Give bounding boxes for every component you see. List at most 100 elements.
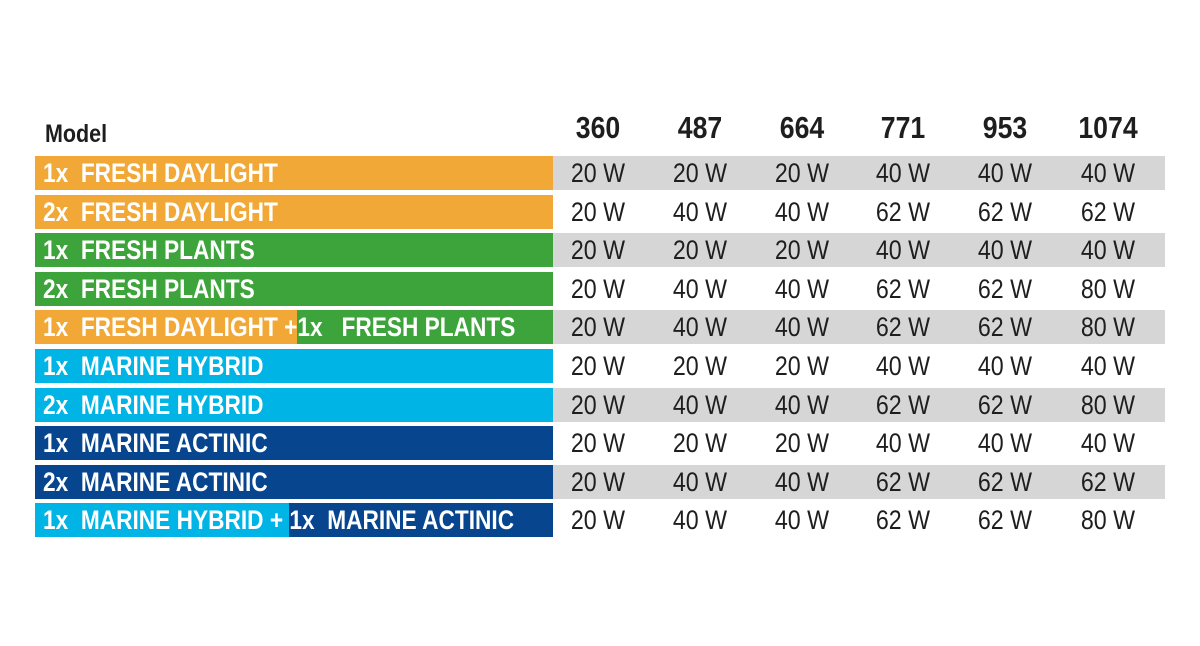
wattage-cell-953: 62 W xyxy=(977,273,1033,304)
wattage-cell-664: 20 W xyxy=(774,428,830,459)
wattage-cell-771: 62 W xyxy=(875,505,931,536)
model-color-band xyxy=(35,310,297,345)
model-color-band xyxy=(35,194,553,229)
model-name-part-a: 1x MARINE HYBRID + xyxy=(43,505,284,536)
wattage-cell-953: 62 W xyxy=(977,466,1033,497)
wattage-cell-771: 62 W xyxy=(875,389,931,420)
wattage-cell-953: 40 W xyxy=(977,428,1033,459)
table-row: 1x MARINE HYBRID + 1x MARINE ACTINIC 20 W… xyxy=(35,503,1165,542)
wattage-cell-1074: 62 W xyxy=(1080,466,1136,497)
wattage-cell-360: 20 W xyxy=(570,505,626,536)
model-label-text: 1x FRESH DAYLIGHT +1x FRESH PLANTS xyxy=(43,311,515,343)
wattage-cell-487: 20 W xyxy=(672,235,728,266)
wattage-cell-487: 40 W xyxy=(672,312,728,343)
model-color-band xyxy=(35,156,553,190)
wattage-cell-487: 40 W xyxy=(672,466,728,497)
column-header-771: 771 xyxy=(880,110,926,145)
wattage-cell-360: 20 W xyxy=(570,235,626,266)
model-name: 2x MARINE HYBRID xyxy=(43,389,264,420)
model-label: 1x FRESH DAYLIGHT xyxy=(35,156,553,190)
wattage-cell-360: 20 W xyxy=(570,350,626,381)
wattage-cell-360: 20 W xyxy=(570,428,626,459)
model-name: 1x FRESH DAYLIGHT xyxy=(43,158,278,188)
model-label-text: 1x FRESH DAYLIGHT xyxy=(43,157,278,189)
wattage-cell-664: 40 W xyxy=(774,505,830,536)
column-header-487: 487 xyxy=(677,110,723,145)
model-color-band xyxy=(35,387,553,422)
row-value-background xyxy=(553,233,1165,268)
model-name: 2x FRESH PLANTS xyxy=(43,273,255,304)
wattage-cell-1074: 40 W xyxy=(1080,428,1136,459)
wattage-cell-953: 62 W xyxy=(977,312,1033,343)
model-name: 2x FRESH DAYLIGHT xyxy=(43,196,278,227)
wattage-cell-1074: 80 W xyxy=(1080,312,1136,343)
table-row: 2x FRESH PLANTS 20 W 40 W 40 W 62 W 62 W 80 W xyxy=(35,271,1165,311)
table-row: 1x FRESH PLANTS 20 W 20 W 20 W 40 W 40 W 40 W xyxy=(35,233,1165,272)
wattage-cell-487: 40 W xyxy=(672,273,728,304)
wattage-cell-1074: 62 W xyxy=(1080,196,1136,227)
wattage-cell-360: 20 W xyxy=(570,389,626,420)
model-color-band xyxy=(35,233,553,268)
wattage-cell-771: 62 W xyxy=(875,466,931,497)
table-row: 1x FRESH DAYLIGHT +1x FRESH PLANTS 20 W 40… xyxy=(35,310,1165,349)
model-name: 1x MARINE ACTINIC xyxy=(43,428,268,459)
wattage-cell-953: 62 W xyxy=(977,505,1033,536)
wattage-cell-360: 20 W xyxy=(570,158,626,188)
wattage-cell-771: 40 W xyxy=(875,428,931,459)
model-label-text: 2x MARINE HYBRID xyxy=(43,389,264,421)
table-row: 1x MARINE HYBRID 20 W 20 W 20 W 40 W 40 W 40 W xyxy=(35,348,1165,388)
model-color-band xyxy=(289,503,553,538)
model-name: 2x MARINE ACTINIC xyxy=(43,466,268,497)
wattage-cell-771: 40 W xyxy=(875,158,931,188)
row-value-background xyxy=(553,156,1165,190)
model-label: 1x FRESH DAYLIGHT +1x FRESH PLANTS xyxy=(35,310,553,345)
table-row: 1x MARINE ACTINIC 20 W 20 W 20 W 40 W 40 W 40 … xyxy=(35,426,1165,465)
wattage-cell-953: 62 W xyxy=(977,196,1033,227)
row-value-background xyxy=(553,387,1165,422)
wattage-cell-1074: 80 W xyxy=(1080,273,1136,304)
model-column-header: Model xyxy=(45,120,108,148)
model-name-part-b: 1x FRESH PLANTS xyxy=(297,312,516,343)
row-value-background xyxy=(553,464,1165,499)
wattage-cell-664: 40 W xyxy=(774,312,830,343)
wattage-cell-664: 40 W xyxy=(774,196,830,227)
wattage-cell-360: 20 W xyxy=(570,273,626,304)
wattage-cell-1074: 40 W xyxy=(1080,158,1136,188)
model-label: 2x FRESH DAYLIGHT xyxy=(35,194,553,229)
wattage-cell-487: 40 W xyxy=(672,196,728,227)
wattage-cell-664: 20 W xyxy=(774,158,830,188)
wattage-cell-487: 20 W xyxy=(672,428,728,459)
wattage-cell-771: 40 W xyxy=(875,235,931,266)
model-color-band xyxy=(297,310,553,345)
model-name-part-b: 1x MARINE ACTINIC xyxy=(283,505,515,536)
column-header-360: 360 xyxy=(575,110,621,145)
model-label: 2x FRESH PLANTS xyxy=(35,271,553,306)
column-header-953: 953 xyxy=(982,110,1028,145)
wattage-cell-953: 40 W xyxy=(977,235,1033,266)
table-row: 2x MARINE HYBRID 20 W 40 W 40 W 62 W 62 W 80 W xyxy=(35,387,1165,427)
model-label-text: 2x MARINE ACTINIC xyxy=(43,466,268,498)
model-label-text: 1x MARINE HYBRID + 1x MARINE ACTINIC xyxy=(43,504,514,536)
model-color-band xyxy=(35,464,553,499)
wattage-cell-771: 62 W xyxy=(875,273,931,304)
wattage-cell-1074: 80 W xyxy=(1080,505,1136,536)
model-label-text: 1x MARINE ACTINIC xyxy=(43,427,268,459)
column-header-664: 664 xyxy=(779,110,825,145)
wattage-cell-1074: 80 W xyxy=(1080,389,1136,420)
wattage-cell-771: 40 W xyxy=(875,350,931,381)
wattage-cell-664: 20 W xyxy=(774,235,830,266)
wattage-cell-771: 62 W xyxy=(875,312,931,343)
wattage-cell-360: 20 W xyxy=(570,312,626,343)
wattage-cell-487: 40 W xyxy=(672,389,728,420)
wattage-cell-1074: 40 W xyxy=(1080,235,1136,266)
table-body: 1x FRESH DAYLIGHT 20 W 20 W 20 W 40 W 40 W 40 … xyxy=(35,156,1165,542)
wattage-cell-664: 40 W xyxy=(774,466,830,497)
wattage-cell-487: 40 W xyxy=(672,505,728,536)
wattage-table: Model 360 487 664 771 953 1074 1x FRESH … xyxy=(35,108,1165,542)
model-label: 1x FRESH PLANTS xyxy=(35,233,553,268)
wattage-cell-360: 20 W xyxy=(570,466,626,497)
model-name-part-a: 1x FRESH DAYLIGHT + xyxy=(43,312,298,343)
wattage-cell-487: 20 W xyxy=(672,158,728,188)
table-header: Model 360 487 664 771 953 1074 xyxy=(35,108,1165,156)
model-label: 2x MARINE HYBRID xyxy=(35,387,553,422)
